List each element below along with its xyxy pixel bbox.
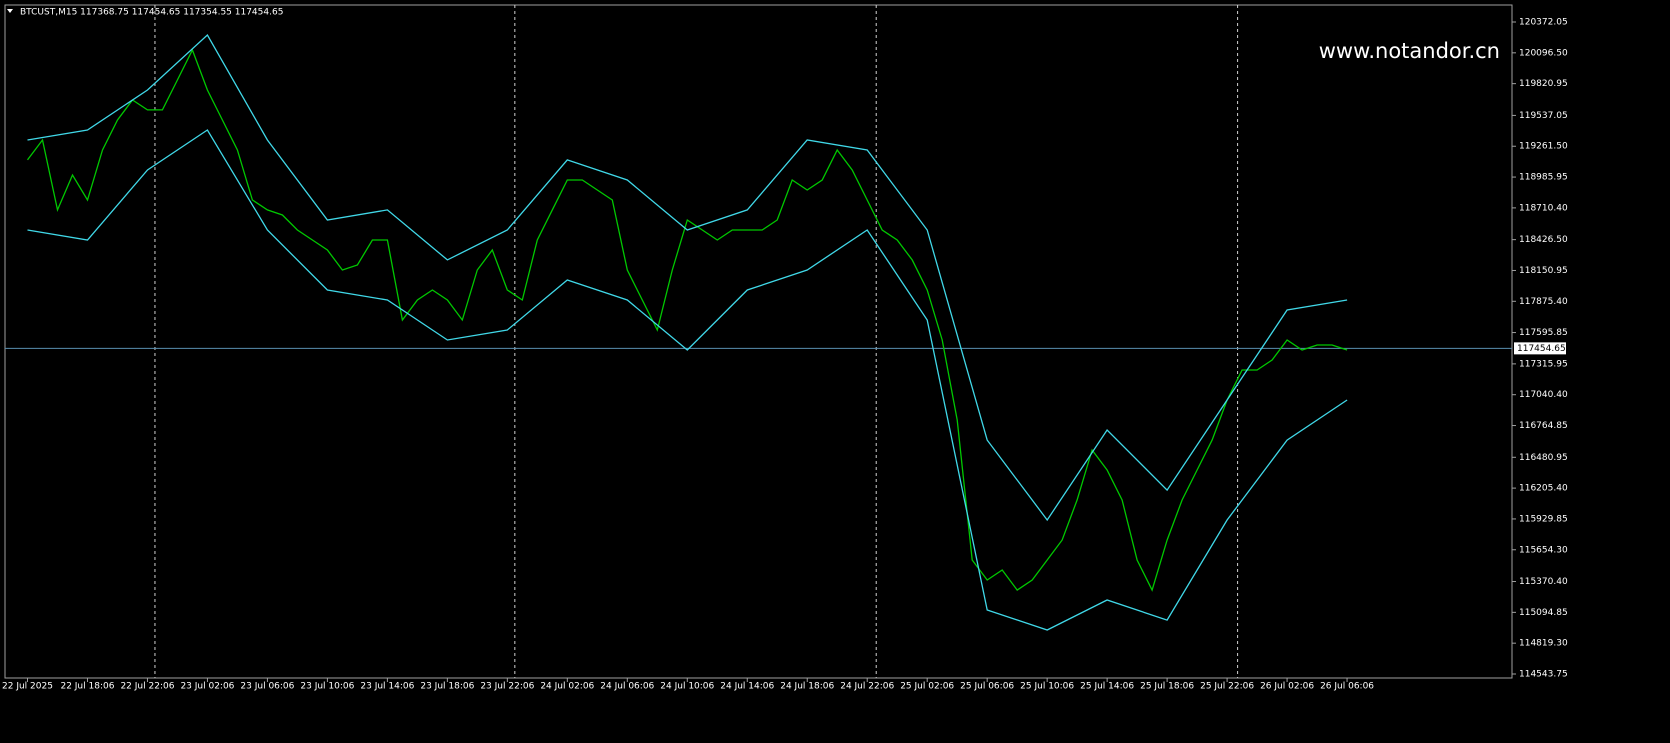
x-tick-label: 25 Jul 10:06 xyxy=(1020,682,1074,692)
x-tick-label: 25 Jul 22:06 xyxy=(1200,682,1254,692)
x-tick-label: 23 Jul 18:06 xyxy=(420,682,474,692)
y-tick-label: 120372.05 xyxy=(1519,17,1568,27)
price-line xyxy=(26,48,1348,592)
y-tick-label: 116480.95 xyxy=(1519,453,1568,463)
plot-frame xyxy=(4,4,1513,679)
y-tick-label: 114543.75 xyxy=(1519,670,1568,680)
x-tick-label: 24 Jul 18:06 xyxy=(780,682,834,692)
x-tick-label: 23 Jul 22:06 xyxy=(480,682,534,692)
y-tick-label: 119537.05 xyxy=(1519,111,1568,121)
current-price-label: 117454.65 xyxy=(1517,344,1566,354)
x-tick-label: 25 Jul 06:06 xyxy=(960,682,1014,692)
y-tick-label: 118985.95 xyxy=(1519,173,1568,183)
y-tick-label: 119820.95 xyxy=(1519,79,1568,89)
y-tick-label: 117040.40 xyxy=(1519,390,1568,400)
price-line xyxy=(27,129,1348,631)
x-tick-label: 23 Jul 14:06 xyxy=(360,682,414,692)
x-tick-label: 25 Jul 18:06 xyxy=(1140,682,1194,692)
x-tick-label: 24 Jul 22:06 xyxy=(840,682,894,692)
x-tick-label: 25 Jul 02:06 xyxy=(900,682,954,692)
menu-icon[interactable] xyxy=(7,9,13,13)
y-tick-label: 117315.95 xyxy=(1519,359,1568,369)
y-tick-label: 115929.85 xyxy=(1519,514,1568,524)
y-tick-label: 118710.40 xyxy=(1519,203,1568,213)
x-tick-label: 23 Jul 06:06 xyxy=(240,682,294,692)
y-tick-label: 115370.40 xyxy=(1519,577,1568,587)
x-tick-label: 26 Jul 06:06 xyxy=(1320,682,1374,692)
y-tick-label: 117595.85 xyxy=(1519,328,1568,338)
y-tick-label: 118150.95 xyxy=(1519,266,1568,276)
y-tick-label: 115094.85 xyxy=(1519,608,1568,618)
x-tick-label: 24 Jul 02:06 xyxy=(540,682,594,692)
y-tick-label: 115654.30 xyxy=(1519,545,1568,555)
current-price-box xyxy=(1514,342,1566,355)
y-tick-label: 118426.50 xyxy=(1519,235,1568,245)
watermark: www.notandor.cn xyxy=(1319,39,1500,63)
y-tick-label: 120096.50 xyxy=(1519,48,1568,58)
x-tick-label: 22 Jul 2025 xyxy=(2,682,53,692)
x-tick-label: 26 Jul 02:06 xyxy=(1260,682,1314,692)
y-tick-label: 114819.30 xyxy=(1519,639,1568,649)
x-tick-label: 23 Jul 10:06 xyxy=(300,682,354,692)
x-tick-label: 24 Jul 14:06 xyxy=(720,682,774,692)
x-tick-label: 24 Jul 06:06 xyxy=(600,682,654,692)
y-tick-label: 116764.85 xyxy=(1519,421,1568,431)
y-tick-label: 119261.50 xyxy=(1519,142,1568,152)
chart-title: BTCUST,M15 117368.75 117454.65 117354.55… xyxy=(20,8,283,18)
x-tick-label: 25 Jul 14:06 xyxy=(1080,682,1134,692)
y-tick-label: 117875.40 xyxy=(1519,297,1568,307)
price-line xyxy=(27,33,1348,522)
x-tick-label: 22 Jul 22:06 xyxy=(120,682,174,692)
x-tick-label: 24 Jul 10:06 xyxy=(660,682,714,692)
x-tick-label: 23 Jul 02:06 xyxy=(180,682,234,692)
x-tick-label: 22 Jul 18:06 xyxy=(60,682,114,692)
y-tick-label: 116205.40 xyxy=(1519,484,1568,494)
